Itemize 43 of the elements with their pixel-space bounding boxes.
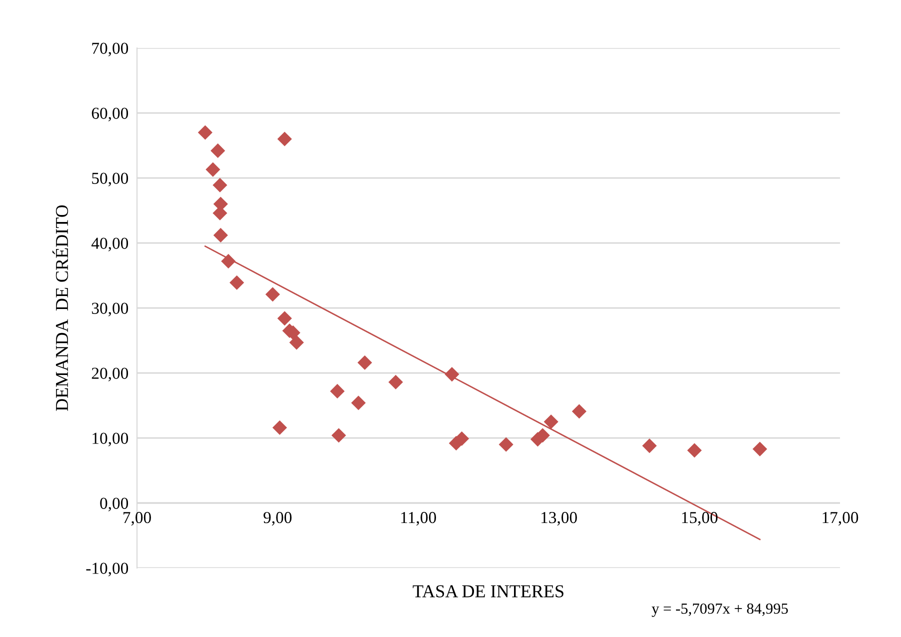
point [277,132,292,146]
x-tick-label: 17,00 [822,512,858,526]
point [687,443,702,458]
point [444,367,460,382]
point [213,228,228,242]
text: y = -5,7097x + 84,995 [652,603,788,617]
point [289,335,304,350]
point [752,442,768,456]
point [221,254,236,268]
x-tick-label: 7,00 [124,512,151,526]
point [272,420,287,435]
point [498,437,514,452]
point [206,162,220,177]
y-tick-label: 10,00 [92,432,128,446]
y-tick-label: -10,00 [86,562,128,576]
y-tick-label: 70,00 [92,42,128,56]
y-axis-title: DEMANDA DE CRÉDITO [52,205,68,411]
y-tick-label: 50,00 [92,172,128,186]
point [212,178,228,192]
point [357,355,372,370]
point [331,428,346,443]
y-tick-label: 0,00 [100,498,128,512]
point [572,404,586,419]
point [454,431,470,446]
point [210,143,226,158]
point [265,287,280,302]
point [230,275,244,290]
point [198,125,212,140]
x-tick-label: 9,00 [264,512,292,526]
y-tick-label: 60,00 [92,108,128,122]
point [388,374,403,390]
point [544,414,558,430]
x-tick-label: 11,00 [401,512,436,526]
y-tick-label: 30,00 [92,302,128,316]
x-axis-title: TASA DE INTERES [412,585,564,598]
point [330,384,345,398]
x-tick-label: 15,00 [682,512,718,526]
x-tick-label: 13,00 [542,512,577,526]
y-tick-label: 20,00 [92,368,128,382]
point [277,311,292,326]
point [642,438,657,454]
point [351,396,366,410]
y-tick-label: 40,00 [91,238,128,252]
